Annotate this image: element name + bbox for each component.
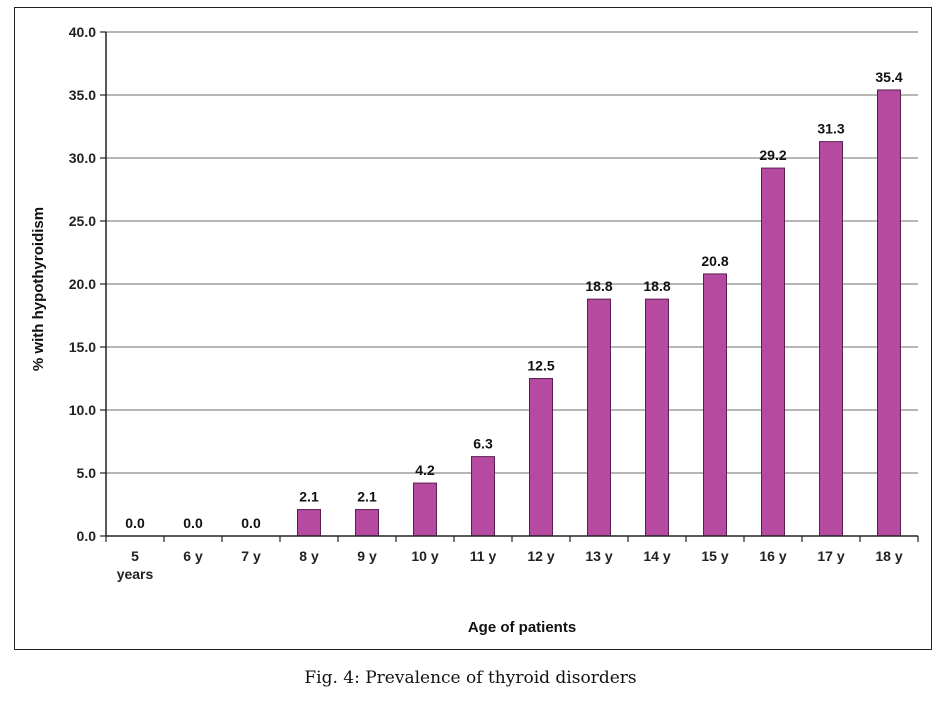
- data-label: 35.4: [875, 69, 902, 85]
- x-tick-label: 10 y: [411, 548, 438, 564]
- bar: [471, 456, 495, 537]
- y-axis-title: % with hypothyroidism: [30, 207, 47, 371]
- y-tick-label: 20.0: [69, 276, 96, 292]
- data-label: 0.0: [183, 515, 203, 531]
- y-tick-label: 15.0: [69, 339, 96, 355]
- data-label: 0.0: [125, 515, 145, 531]
- bar: [413, 482, 437, 537]
- y-tick-label: 0.0: [77, 528, 97, 544]
- y-tick-label: 40.0: [69, 24, 96, 40]
- bar: [761, 167, 785, 537]
- data-label: 29.2: [759, 147, 786, 163]
- bar: [297, 509, 321, 537]
- bar: [877, 89, 901, 537]
- bar: [587, 298, 611, 537]
- data-labels: 0.0 0.0 0.0 2.1 2.1 4.2 6.3 12.5 18.8 18.8 20.8 29.…: [125, 69, 903, 531]
- x-tick-label: 9 y: [357, 548, 377, 564]
- bars: [297, 89, 901, 537]
- bar: [645, 298, 669, 537]
- x-axis-title: Age of patients: [468, 619, 576, 636]
- data-label: 4.2: [415, 462, 435, 478]
- x-tick-labels: 5 years 6 y 7 y 8 y 9 y 10 y 11 y 12 y 13 y 14 y 15…: [105, 536, 919, 582]
- y-tick-label: 5.0: [77, 465, 97, 481]
- x-tick-label: 14 y: [643, 548, 670, 564]
- bar: [819, 141, 843, 537]
- bar: [703, 273, 727, 537]
- x-tick-label: 13 y: [585, 548, 612, 564]
- x-tick-label: 18 y: [875, 548, 902, 564]
- x-tick-label: 16 y: [759, 548, 786, 564]
- data-label: 2.1: [357, 489, 377, 505]
- bar-chart: 0.05.010.015.020.025.030.035.040.0 0.0 0.…: [30, 24, 919, 636]
- gridlines: [106, 31, 918, 474]
- x-tick-label: 11 y: [470, 548, 497, 564]
- bar: [355, 509, 379, 537]
- data-label: 0.0: [241, 515, 261, 531]
- y-tick-label: 35.0: [69, 87, 96, 103]
- data-label: 12.5: [527, 358, 554, 374]
- x-tick-label: 6 y: [183, 548, 203, 564]
- x-tick-label: 5 years: [117, 548, 154, 582]
- x-tick-label: 8 y: [299, 548, 319, 564]
- x-tick-label: 15 y: [701, 548, 728, 564]
- data-label: 2.1: [299, 489, 319, 505]
- x-tick-label: 7 y: [241, 548, 261, 564]
- y-tick-label: 10.0: [69, 402, 96, 418]
- data-label: 18.8: [585, 278, 612, 294]
- x-tick-label: 12 y: [527, 548, 554, 564]
- chart-frame: 0.0 5.0 10.0 15.0 20.0 25.0 30.0 35.0 40.0 0.0 0.…: [14, 7, 932, 650]
- y-tick-label: 25.0: [69, 213, 96, 229]
- x-tick-label: 17 y: [817, 548, 844, 564]
- data-label: 20.8: [701, 253, 728, 269]
- data-label: 18.8: [643, 278, 670, 294]
- figure-caption: Fig. 4: Prevalence of thyroid disorders: [304, 668, 637, 688]
- data-label: 31.3: [817, 121, 844, 137]
- y-tick-label: 30.0: [69, 150, 96, 166]
- data-label: 6.3: [473, 436, 493, 452]
- y-tick-labels: 0.0 5.0 10.0 15.0 20.0 25.0 30.0 35.0 40.0: [69, 24, 106, 544]
- bar: [529, 378, 553, 537]
